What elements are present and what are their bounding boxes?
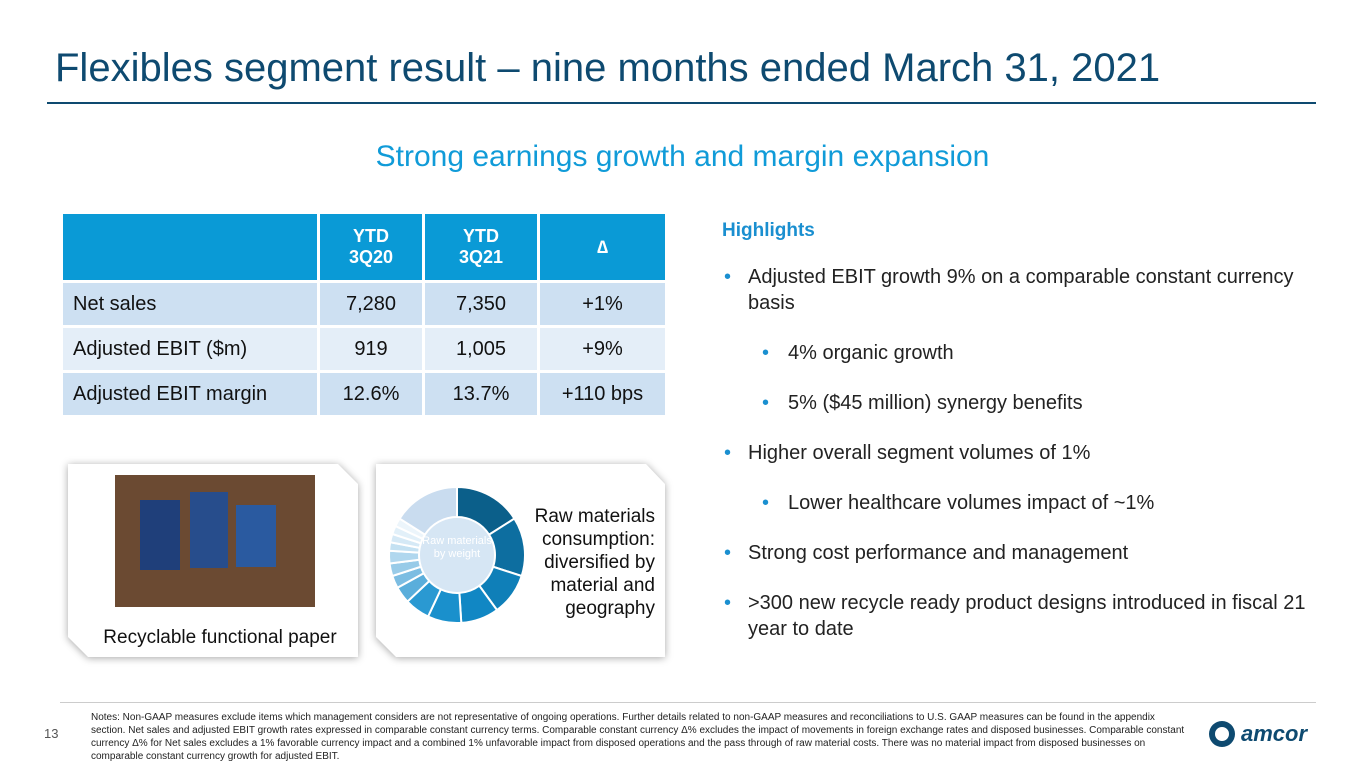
value-cell: 1,005: [422, 328, 537, 370]
donut-caption: Raw materials consumption: diversified b…: [534, 506, 655, 619]
subtitle: Strong earnings growth and margin expans…: [375, 140, 990, 173]
header-cell: ∆: [537, 214, 665, 280]
footer-rule: [60, 702, 1316, 703]
donut-center-label: Raw materials by weight: [422, 535, 492, 560]
header-row: YTD 3Q20 YTD 3Q21 ∆: [63, 214, 665, 280]
label-cell: Adjusted EBIT margin: [63, 373, 317, 415]
donut-segment: [398, 485, 458, 537]
header-text: YTD 3Q20: [348, 226, 394, 267]
table-row: Net sales 7,280 7,350 +1%: [63, 283, 665, 325]
value-cell: 13.7%: [422, 373, 537, 415]
logo-text: amcor: [1241, 721, 1308, 746]
highlights-title: Highlights: [722, 220, 815, 241]
highlights: Highlights Adjusted EBIT growth 9% on a …: [722, 220, 1322, 666]
donut-hole: [420, 518, 494, 592]
slide-title: Flexibles segment result – nine months e…: [55, 46, 1161, 90]
header-cell: YTD 3Q20: [317, 214, 422, 280]
bullet: 4% organic growth: [722, 340, 1322, 366]
value-cell: 919: [317, 328, 422, 370]
title-rule: [47, 102, 1316, 104]
bullet: 5% ($45 million) synergy benefits: [722, 390, 1322, 416]
results-table: YTD 3Q20 YTD 3Q21 ∆ Net sales 7,280 7,350 +…: [63, 211, 665, 418]
table-row: Adjusted EBIT margin 12.6% 13.7% +110 bps: [63, 373, 665, 415]
bullet: Strong cost performance and management: [722, 540, 1322, 566]
table-row: Adjusted EBIT ($m) 919 1,005 +9%: [63, 328, 665, 370]
value-cell: 7,350: [422, 283, 537, 325]
donut-center: Raw materials by weight: [422, 535, 492, 560]
header-cell: YTD 3Q21: [422, 214, 537, 280]
bullet: Lower healthcare volumes impact of ~1%: [722, 490, 1322, 516]
page-number: 13: [44, 726, 59, 741]
value-cell: +110 bps: [537, 373, 665, 415]
donut-chart: [388, 485, 526, 624]
image-caption: Recyclable functional paper: [103, 627, 337, 648]
label-cell: Net sales: [63, 283, 317, 325]
header-cell: [63, 214, 317, 280]
value-cell: +1%: [537, 283, 665, 325]
bullet: Adjusted EBIT growth 9% on a comparable …: [722, 264, 1322, 316]
value-cell: 12.6%: [317, 373, 422, 415]
value-cell: +9%: [537, 328, 665, 370]
label-cell: Adjusted EBIT ($m): [63, 328, 317, 370]
bullet: >300 new recycle ready product designs i…: [722, 590, 1322, 642]
value-cell: 7,280: [317, 283, 422, 325]
logo-mark: [1209, 721, 1235, 747]
bullet: Higher overall segment volumes of 1%: [722, 440, 1322, 466]
header-text: YTD 3Q21: [458, 226, 504, 267]
logo: amcor: [1209, 721, 1308, 747]
donut-caption-box: Raw materials consumption: diversified b…: [534, 506, 655, 619]
product-pack: [190, 492, 228, 568]
product-pack: [140, 500, 180, 570]
notes: Notes: Non-GAAP measures exclude items w…: [91, 712, 1185, 762]
product-pack: [236, 505, 276, 567]
